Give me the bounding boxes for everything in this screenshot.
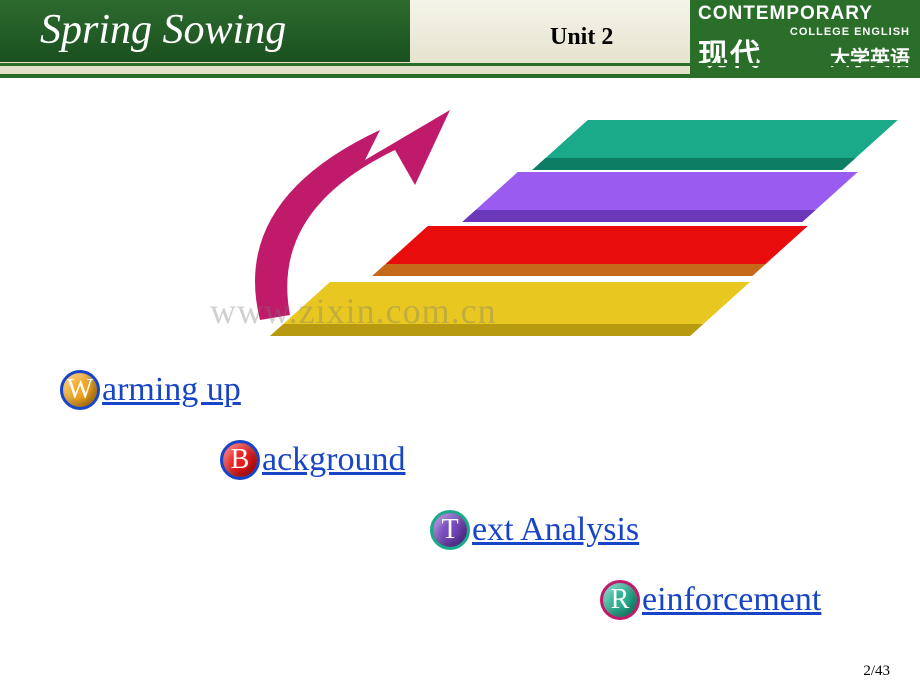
- menu-item-text-analysis[interactable]: T ext Analysis: [430, 510, 639, 550]
- unit-label: Unit 2: [550, 24, 613, 51]
- brand-english-top: CONTEMPORARY: [698, 4, 912, 23]
- badge-b: B: [220, 440, 260, 480]
- menu-item-reinforcement[interactable]: R einforcement: [600, 580, 821, 620]
- link-warming-up: arming up: [102, 371, 241, 409]
- divider-bottom: [0, 74, 920, 78]
- lesson-title: Spring Sowing: [40, 6, 286, 54]
- step-4: [532, 120, 898, 170]
- badge-t: T: [430, 510, 470, 550]
- badge-w: W: [60, 370, 100, 410]
- badge-r: R: [600, 580, 640, 620]
- brand-english-sub: COLLEGE ENGLISH: [790, 26, 910, 38]
- divider-top: [0, 63, 920, 66]
- page-number: 2/43: [863, 663, 890, 680]
- brand-chinese-left: 现代: [698, 30, 762, 74]
- link-text-analysis: ext Analysis: [472, 511, 639, 549]
- menu-item-warming-up[interactable]: W arming up: [60, 370, 241, 410]
- brand-chinese-right: 大学英语: [830, 42, 910, 71]
- link-reinforcement: einforcement: [642, 581, 821, 619]
- link-background: ackground: [262, 441, 406, 479]
- watermark: www.zixin.com.cn: [210, 290, 497, 332]
- menu-item-background[interactable]: B ackground: [220, 440, 406, 480]
